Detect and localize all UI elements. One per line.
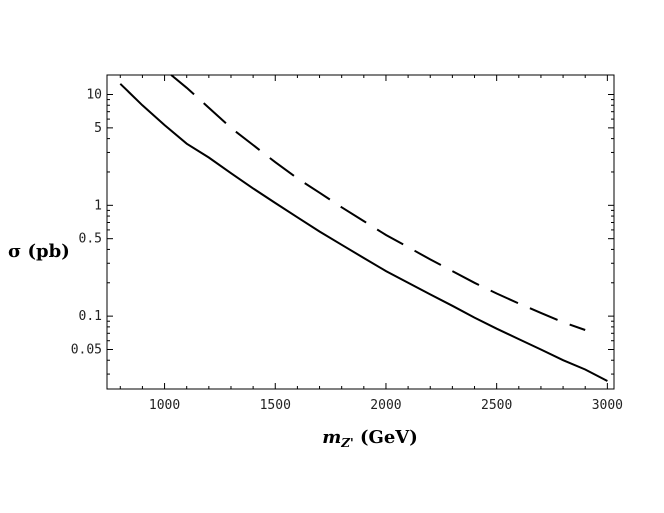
- x-tick-label: 2000: [370, 398, 401, 413]
- series-layer: [119, 74, 608, 382]
- x-tick-label: 3000: [592, 398, 623, 413]
- y-tick-label: 1: [94, 198, 102, 213]
- series-line-2-dashed: [170, 74, 586, 331]
- y-tick-label: 5: [94, 121, 102, 136]
- y-ticks: 0.05 0.1 0.5 1 5 10: [71, 88, 614, 375]
- x-tick-label: 1000: [149, 398, 180, 413]
- y-axis-title: σ (pb): [8, 241, 70, 262]
- x-axis-title-sub: Z': [340, 436, 353, 450]
- x-axis-title-main: m: [322, 427, 341, 448]
- x-axis-title: mZ' (GeV): [322, 427, 418, 450]
- series-line-1-solid: [119, 83, 608, 382]
- y-tick-label: 0.1: [79, 309, 102, 324]
- plot-frame: [106, 74, 615, 390]
- x-ticks: 1000 1500 2000 2500 3000: [119, 75, 623, 413]
- y-tick-label: 0.5: [79, 232, 102, 247]
- y-tick-label: 0.05: [71, 342, 102, 357]
- x-tick-label: 1500: [260, 398, 291, 413]
- x-tick-label: 2500: [481, 398, 512, 413]
- x-axis-title-unit: (GeV): [354, 427, 418, 448]
- y-tick-label: 10: [86, 88, 102, 103]
